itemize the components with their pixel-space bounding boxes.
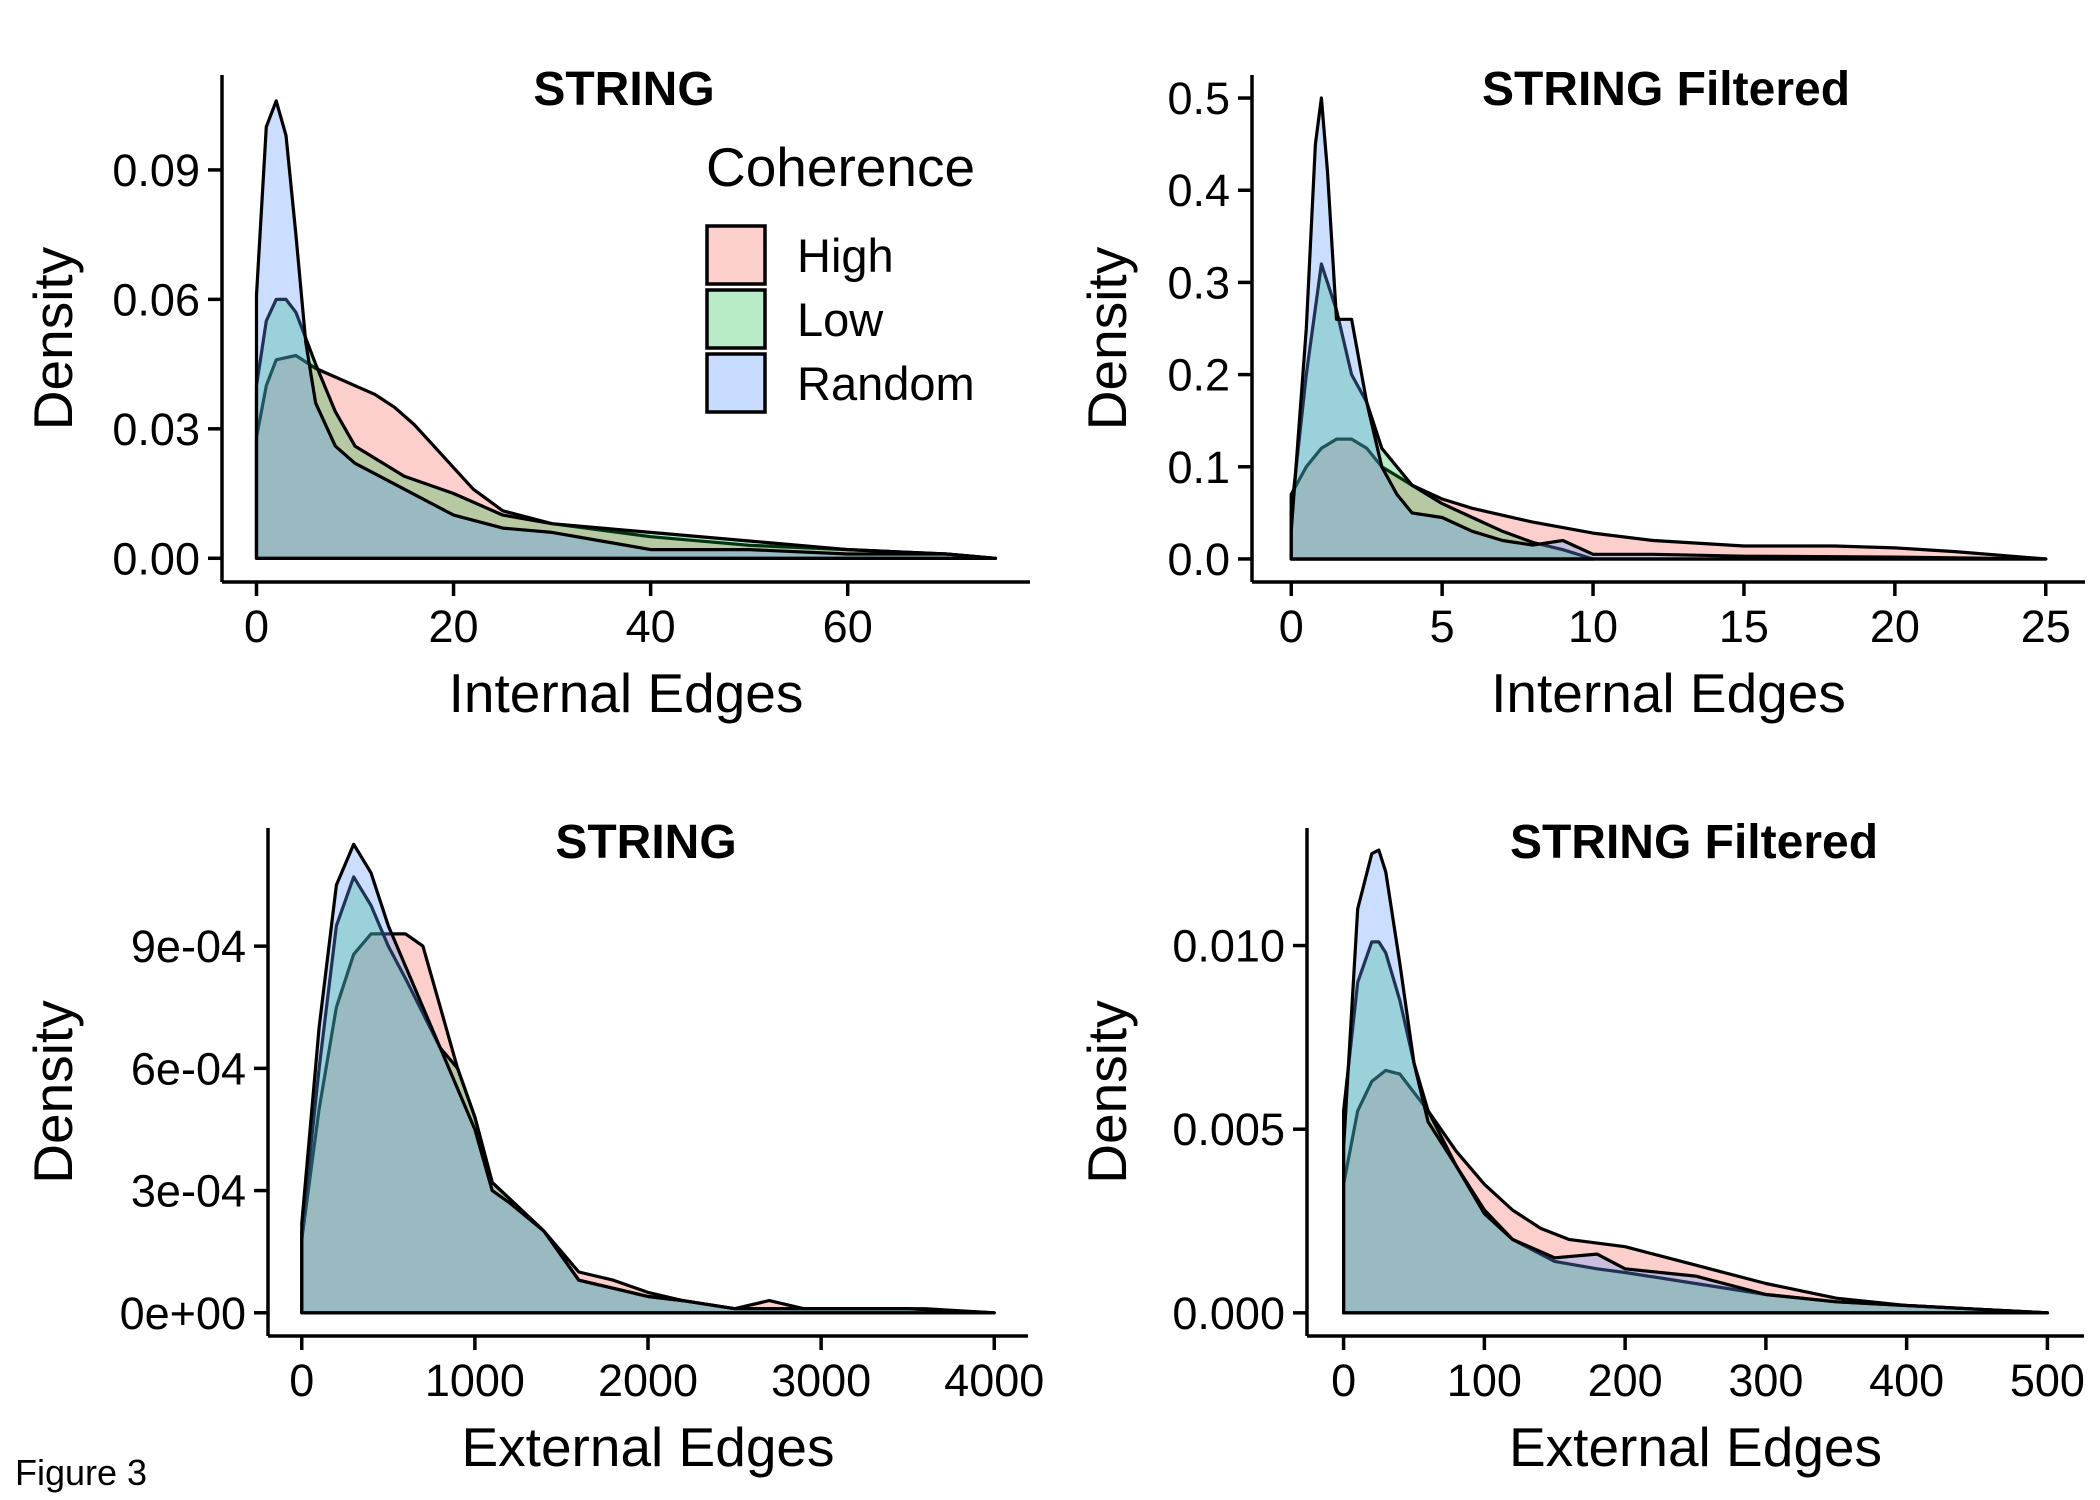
panel-title: STRING — [555, 816, 736, 869]
y-tick-label: 0.1 — [1167, 442, 1230, 493]
y-tick-label: 0e+00 — [120, 1288, 246, 1339]
panel-title: STRING Filtered — [1482, 63, 1850, 116]
density-area-random — [1289, 96, 2048, 561]
y-axis-label: Density — [22, 1000, 84, 1184]
y-tick-label: 0.06 — [112, 274, 200, 325]
x-tick-label: 20 — [429, 601, 479, 652]
y-tick-label: 3e-04 — [131, 1166, 246, 1217]
x-axis-label: External Edges — [462, 1416, 835, 1478]
density-area-high — [1289, 437, 2048, 561]
x-axis-label: Internal Edges — [449, 662, 804, 724]
legend: Coherence High Low Random — [705, 136, 975, 414]
legend-label-random: Random — [797, 357, 975, 410]
density-area-random — [1342, 848, 2049, 1315]
y-tick-label: 0.4 — [1167, 165, 1230, 216]
legend-item-low: Low — [705, 288, 884, 350]
y-tick-label: 0.00 — [112, 533, 200, 584]
y-tick-label: 0.09 — [112, 145, 200, 196]
y-tick-label: 9e-04 — [131, 921, 246, 972]
density-area-random — [254, 99, 998, 560]
x-tick-label: 1000 — [425, 1355, 525, 1406]
y-axis-label: Density — [1076, 1000, 1138, 1184]
x-tick-label: 0 — [289, 1355, 314, 1406]
panel-internal-edges-string-filtered: 0 5 10 15 20 25 0.0 0.1 0.2 0.3 0.4 0.5 STRING Filte… — [1076, 63, 2085, 724]
density-area-high — [1342, 1068, 2049, 1315]
y-tick-label: 0.005 — [1172, 1104, 1285, 1155]
x-tick-label: 0 — [1279, 601, 1304, 652]
y-tick-label: 0.5 — [1167, 73, 1230, 124]
legend-item-random: Random — [705, 352, 975, 414]
y-tick-label: 0.000 — [1172, 1288, 1285, 1339]
panel-title: STRING — [533, 63, 714, 116]
x-tick-label: 10 — [1568, 601, 1618, 652]
y-tick-label: 0.2 — [1167, 350, 1230, 401]
legend-label-high: High — [797, 229, 894, 282]
x-axis-label: Internal Edges — [1491, 662, 1846, 724]
x-tick-label: 25 — [2021, 601, 2071, 652]
y-tick-label: 0.3 — [1167, 257, 1230, 308]
legend-label-low: Low — [797, 293, 884, 346]
x-tick-label: 300 — [1728, 1355, 1803, 1406]
x-axis-label: External Edges — [1509, 1416, 1882, 1478]
x-tick-label: 3000 — [771, 1355, 871, 1406]
x-tick-label: 200 — [1588, 1355, 1663, 1406]
density-area-random — [300, 842, 996, 1315]
x-tick-label: 60 — [823, 601, 873, 652]
x-tick-label: 2000 — [598, 1355, 698, 1406]
panel-title: STRING Filtered — [1510, 816, 1878, 869]
panel-external-edges-string: 0 1000 2000 3000 4000 0e+00 3e-04 6e-04 9e-04 STR… — [22, 816, 1044, 1478]
x-tick-label: 5 — [1430, 601, 1455, 652]
legend-swatch-high — [705, 224, 767, 286]
legend-swatch-random — [705, 352, 767, 414]
x-tick-label: 0 — [1331, 1355, 1356, 1406]
x-tick-label: 15 — [1719, 601, 1769, 652]
legend-title: Coherence — [706, 136, 975, 198]
y-axis-label: Density — [1076, 246, 1138, 430]
y-tick-label: 0.010 — [1172, 921, 1285, 972]
x-tick-label: 4000 — [944, 1355, 1044, 1406]
x-tick-label: 500 — [2010, 1355, 2085, 1406]
panel-external-edges-string-filtered: 0 100 200 300 400 500 0.000 0.005 0.010 STRING Fi… — [1076, 816, 2085, 1478]
legend-swatch-low — [705, 288, 767, 350]
density-area-low — [254, 297, 998, 560]
panel-internal-edges-string: 0 20 40 60 0.00 0.03 0.06 0.09 STRING Internal Ed… — [22, 63, 1030, 724]
y-tick-label: 6e-04 — [131, 1043, 246, 1094]
x-tick-label: 100 — [1447, 1355, 1522, 1406]
density-area-low — [1289, 262, 1595, 561]
x-tick-label: 400 — [1869, 1355, 1944, 1406]
figure-label: Figure 3 — [15, 1452, 148, 1493]
x-tick-label: 20 — [1870, 601, 1920, 652]
legend-item-high: High — [705, 224, 894, 286]
y-axis-label: Density — [22, 246, 84, 430]
y-tick-label: 0.0 — [1167, 534, 1230, 585]
y-tick-label: 0.03 — [112, 404, 200, 455]
x-tick-label: 0 — [244, 601, 269, 652]
x-tick-label: 40 — [626, 601, 676, 652]
